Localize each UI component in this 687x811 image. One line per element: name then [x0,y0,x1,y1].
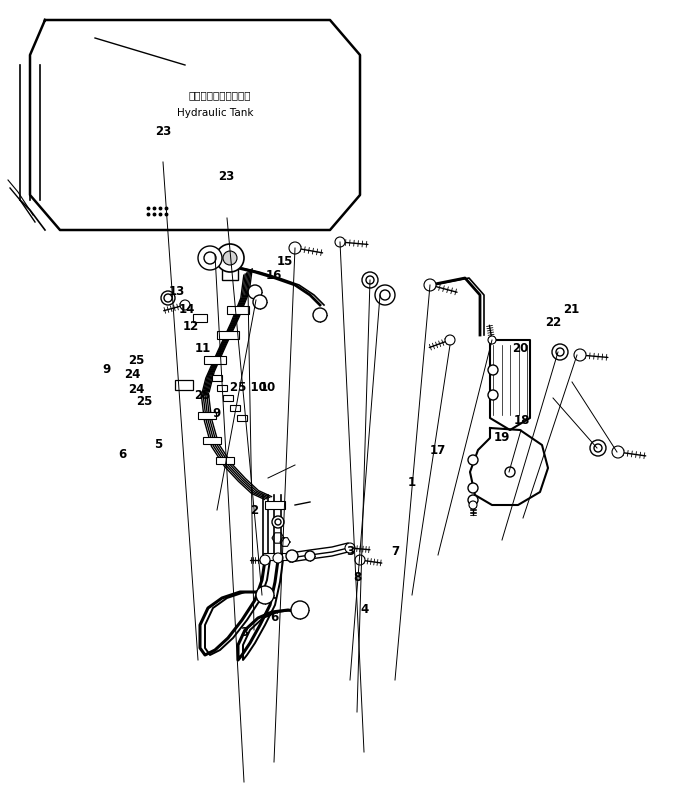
Bar [212,375,222,381]
Text: 2: 2 [250,504,258,517]
Circle shape [612,446,624,458]
Circle shape [488,336,496,344]
Bar [237,415,247,421]
Circle shape [253,295,267,309]
Bar [222,262,238,280]
Circle shape [204,252,216,264]
Text: 25: 25 [194,389,211,402]
Circle shape [590,440,606,456]
Text: 25: 25 [136,395,153,408]
Text: 23: 23 [218,170,235,183]
Bar [265,501,285,509]
Circle shape [345,543,355,553]
Circle shape [305,551,315,561]
Circle shape [161,291,175,305]
Circle shape [552,344,568,360]
Text: Hydraulic Tank: Hydraulic Tank [177,108,254,118]
Circle shape [362,272,378,288]
Text: 1: 1 [408,476,416,489]
Circle shape [424,279,436,291]
Circle shape [291,601,309,619]
Text: 21: 21 [563,303,580,316]
Circle shape [289,242,301,254]
Bar [230,405,240,411]
Bar [193,314,207,322]
Circle shape [468,495,478,505]
Circle shape [445,335,455,345]
Text: 6: 6 [271,611,279,624]
Bar [217,331,239,339]
Text: 11: 11 [194,342,211,355]
Bar [203,436,221,444]
Circle shape [366,276,374,284]
Circle shape [180,300,190,310]
Text: 10: 10 [260,381,276,394]
Bar [216,457,234,464]
Circle shape [355,555,365,565]
Text: 3: 3 [240,626,248,639]
Text: 13: 13 [169,285,185,298]
Bar [263,552,277,560]
Circle shape [469,501,477,509]
Text: 9: 9 [212,407,221,420]
Circle shape [380,290,390,300]
Text: 20: 20 [513,342,529,355]
Text: 6: 6 [118,448,126,461]
Text: 16: 16 [265,269,282,282]
Text: ハイドロリックタンク: ハイドロリックタンク [189,90,251,100]
Circle shape [275,519,281,525]
Circle shape [468,455,478,465]
Circle shape [273,553,283,563]
Text: 7: 7 [391,545,399,558]
Circle shape [505,467,515,477]
Text: 17: 17 [430,444,447,457]
Circle shape [248,285,262,299]
Text: 24: 24 [128,383,144,396]
Bar [280,552,290,560]
Text: 9: 9 [102,363,111,375]
Bar [223,395,233,401]
Text: 4: 4 [360,603,368,616]
Text: 3: 3 [346,545,354,558]
Circle shape [260,555,270,565]
Bar [175,380,193,390]
Circle shape [488,390,498,400]
Text: 18: 18 [514,414,530,427]
Circle shape [556,348,564,356]
Text: 19: 19 [493,431,510,444]
Bar [198,411,216,418]
Text: 8: 8 [353,571,361,584]
Bar [217,385,227,391]
Text: 5: 5 [154,438,162,451]
Circle shape [335,237,345,247]
Circle shape [198,246,222,270]
Circle shape [164,294,172,302]
Text: 25 10: 25 10 [230,381,267,394]
Text: 22: 22 [545,316,561,329]
Text: 23: 23 [155,125,172,138]
Circle shape [216,244,244,272]
Circle shape [313,308,327,322]
Circle shape [574,349,586,361]
Bar [227,306,249,314]
Text: 12: 12 [183,320,199,333]
Text: 25: 25 [128,354,144,367]
Bar [204,356,226,364]
Text: 24: 24 [124,368,140,381]
Circle shape [375,285,395,305]
Circle shape [223,251,237,265]
Circle shape [272,516,284,528]
Circle shape [594,444,602,452]
Circle shape [256,586,274,604]
Text: 15: 15 [277,255,293,268]
Text: 14: 14 [179,303,195,316]
Circle shape [488,365,498,375]
Circle shape [468,483,478,493]
Circle shape [286,550,298,562]
